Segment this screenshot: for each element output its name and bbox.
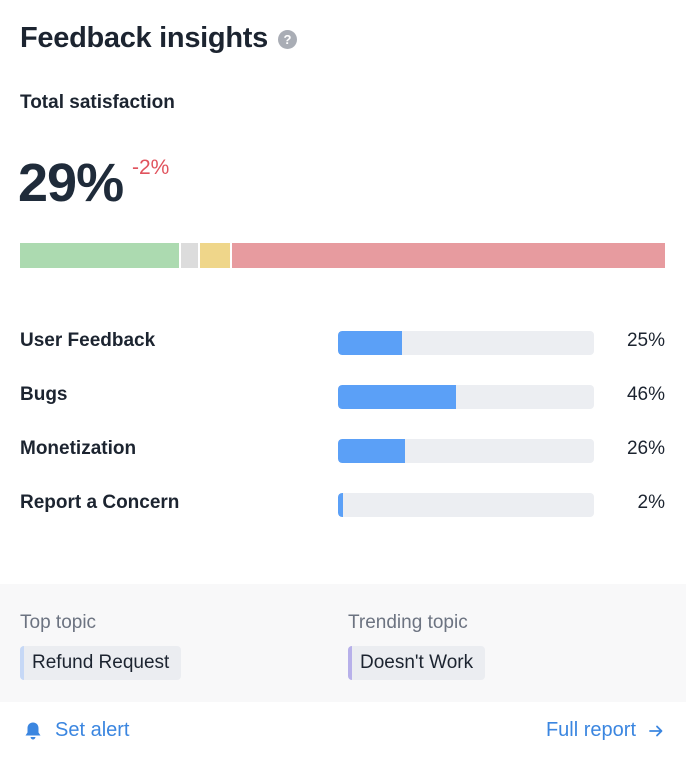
- metric-value: 2%: [637, 492, 665, 513]
- topics-section: Top topic Refund Request Trending topic …: [0, 584, 686, 702]
- full-report-link[interactable]: Full report: [546, 719, 664, 742]
- metric-label: Report a Concern: [20, 492, 180, 513]
- metric-label: Monetization: [20, 438, 137, 459]
- metric-bar-track: [338, 493, 594, 517]
- satisfaction-distribution-bar: [20, 243, 665, 268]
- metric-row: Report a Concern 2%: [20, 490, 665, 520]
- trending-topic-accent: [348, 646, 352, 680]
- metric-value: 25%: [626, 330, 665, 351]
- metric-bar-track: [338, 385, 594, 409]
- distribution-segment-mixed: [200, 243, 230, 268]
- metric-value: 46%: [626, 384, 665, 405]
- distribution-segment-positive: [20, 243, 179, 268]
- set-alert-label: Set alert: [55, 719, 130, 741]
- trending-topic-chip[interactable]: Doesn't Work: [348, 646, 486, 680]
- satisfaction-delta: -2%: [132, 156, 170, 179]
- metric-row: User Feedback 25%: [20, 328, 665, 358]
- metric-label: User Feedback: [20, 330, 156, 351]
- metric-bar-fill: [338, 331, 402, 355]
- metric-bar-track: [338, 331, 594, 355]
- satisfaction-value: 29%: [18, 153, 124, 213]
- metric-bar-fill: [338, 439, 405, 463]
- trending-topic: Trending topic Doesn't Work: [348, 612, 486, 680]
- arrow-right-icon: [649, 725, 663, 736]
- bell-icon: [25, 722, 41, 739]
- top-topic-accent: [20, 646, 24, 680]
- top-topic: Top topic Refund Request: [20, 612, 182, 680]
- metric-value: 26%: [626, 438, 665, 459]
- trending-topic-chip-label: Doesn't Work: [360, 652, 474, 673]
- metric-label: Bugs: [20, 384, 68, 405]
- distribution-segment-neutral: [181, 243, 198, 268]
- total-satisfaction-label: Total satisfaction: [20, 92, 175, 113]
- top-topic-heading: Top topic: [20, 612, 97, 633]
- metric-bar-track: [338, 439, 594, 463]
- header: Feedback insights ?: [20, 22, 297, 55]
- full-report-label: Full report: [545, 719, 636, 741]
- metric-row: Monetization 26%: [20, 436, 665, 466]
- metric-bar-fill: [338, 385, 456, 409]
- top-topic-chip-label: Refund Request: [32, 652, 170, 673]
- help-circle-icon[interactable]: ?: [277, 30, 297, 49]
- trending-topic-heading: Trending topic: [348, 612, 468, 633]
- distribution-segment-negative: [232, 243, 665, 268]
- top-topic-chip[interactable]: Refund Request: [20, 646, 182, 680]
- set-alert-link[interactable]: Set alert: [24, 719, 129, 742]
- footer: Set alert Full report: [0, 702, 686, 766]
- page-title: Feedback insights: [20, 22, 268, 54]
- metric-row: Bugs 46%: [20, 382, 665, 412]
- metric-bar-fill: [338, 493, 343, 517]
